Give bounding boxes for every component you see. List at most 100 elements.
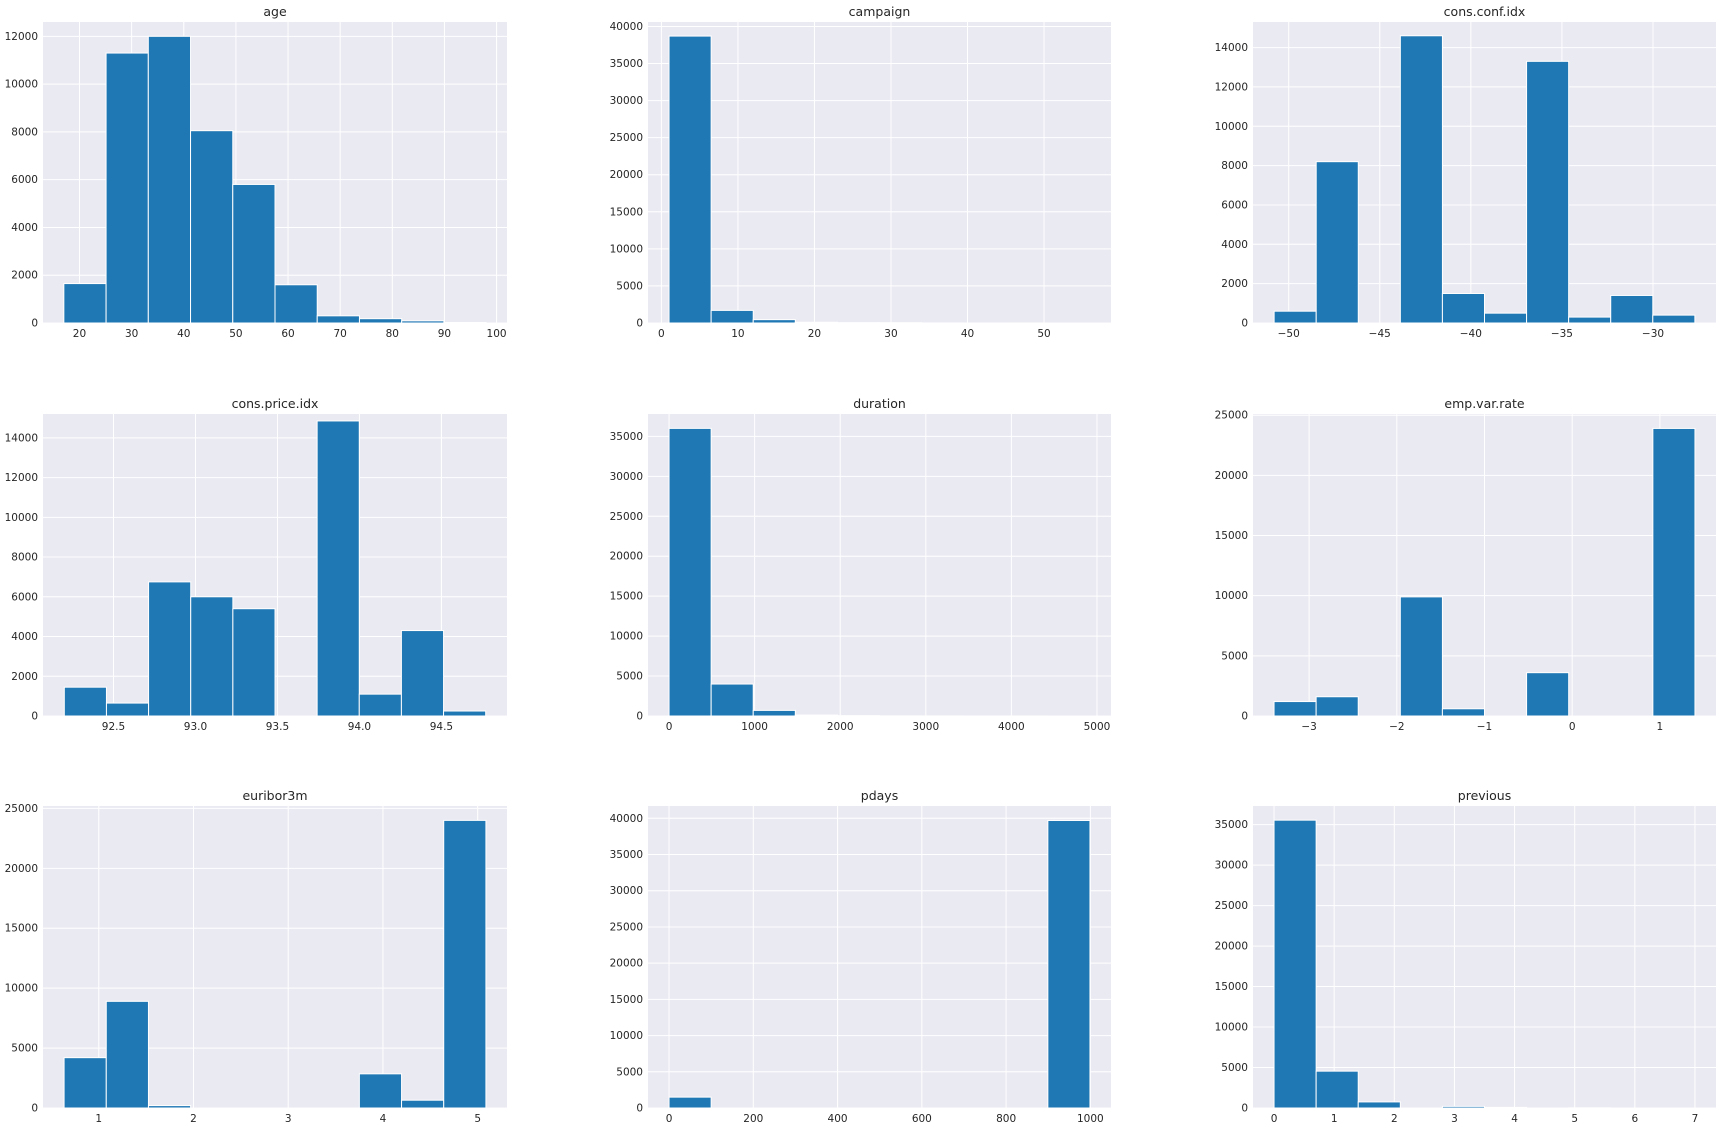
x-tick-label: 4 [380, 1113, 387, 1125]
x-tick-label: 50 [1037, 328, 1050, 340]
histogram-bar [274, 284, 318, 324]
histogram-bar [1273, 310, 1317, 324]
y-tick-label: 6000 [11, 591, 38, 603]
x-tick-label: 20 [73, 328, 86, 340]
x-tick-label: 94.0 [348, 721, 371, 733]
histogram-bar [1273, 701, 1317, 717]
y-tick-label: 0 [636, 711, 643, 723]
y-tick-label: 2000 [1221, 278, 1248, 290]
y-tick-label: 15000 [610, 206, 643, 218]
y-tick-label: 4000 [11, 631, 38, 643]
x-tick-label: 800 [996, 1113, 1016, 1125]
histogram-bar [1484, 1106, 1528, 1109]
y-tick-label: 30000 [610, 471, 643, 483]
histogram-bar [1047, 819, 1091, 1109]
x-tick-label: 0 [1271, 1113, 1278, 1125]
y-tick-label: 2000 [11, 671, 38, 683]
x-tick-label: 60 [281, 328, 294, 340]
y-tick-label: 40000 [610, 21, 643, 33]
histogram-panel: previous 0 1 2 3 4 5 6 7 0 5000 10000 15000 20000 2500… [1215, 788, 1716, 1125]
histogram-panel: cons.price.idx 92.5 93.0 93.5 94.0 94.5 0 2000 4… [5, 396, 507, 733]
y-tick-label: 20000 [610, 169, 643, 181]
histogram-bar [358, 693, 402, 717]
histogram-panel: emp.var.rate −3 −2 −1 0 1 0 5000 10000 15000 20000… [1215, 396, 1716, 733]
x-tick-label: 70 [333, 328, 346, 340]
x-tick-label: 600 [912, 1113, 932, 1125]
histogram-bar [232, 183, 276, 324]
histogram-bar [190, 130, 234, 324]
histogram-bar [147, 1105, 192, 1109]
histogram-bar [794, 321, 838, 324]
histogram-bar [752, 319, 796, 324]
x-tick-label: 5 [1571, 1113, 1578, 1125]
y-tick-label: 0 [31, 318, 38, 330]
y-tick-label: 40000 [610, 813, 643, 825]
axes-background [648, 806, 1111, 1108]
y-tick-label: 20000 [1215, 470, 1248, 482]
x-tick-label: 1000 [741, 721, 768, 733]
histogram-bar [1315, 161, 1359, 324]
histogram-bar [63, 283, 107, 324]
x-tick-label: 4000 [998, 721, 1025, 733]
panel-title: campaign [849, 4, 911, 19]
x-tick-label: 2 [1391, 1113, 1398, 1125]
y-tick-label: 35000 [610, 431, 643, 443]
panel-title: emp.var.rate [1444, 396, 1524, 411]
x-tick-label: 20 [808, 328, 821, 340]
histogram-bar [668, 1096, 712, 1109]
x-tick-label: −45 [1369, 328, 1391, 340]
histogram-bar [105, 52, 149, 324]
y-tick-label: 10000 [5, 79, 38, 91]
y-tick-label: 14000 [5, 432, 38, 444]
x-tick-label: 2 [190, 1113, 197, 1125]
x-tick-label: 5000 [1084, 721, 1111, 733]
histogram-bar [1441, 708, 1485, 717]
histogram-bar [316, 420, 360, 717]
y-tick-label: 30000 [610, 95, 643, 107]
y-tick-label: 20000 [1215, 941, 1248, 953]
x-tick-label: 0 [666, 721, 673, 733]
histogram-bar [1315, 1070, 1359, 1109]
y-tick-label: 14000 [1215, 42, 1248, 54]
histogram-panel: age 20 30 40 50 60 70 80 90 100 0 2000 4000 6000 8000 1… [5, 4, 507, 340]
histogram-bar [668, 35, 712, 324]
y-tick-label: 6000 [11, 174, 38, 186]
histogram-bar [443, 819, 487, 1109]
x-tick-label: 200 [743, 1113, 763, 1125]
y-tick-label: 35000 [610, 58, 643, 70]
y-tick-label: 0 [31, 1103, 38, 1115]
y-tick-label: 12000 [5, 472, 38, 484]
panel-title: age [263, 4, 287, 19]
histogram-bar [710, 683, 754, 717]
histogram-bar [401, 1099, 445, 1109]
y-tick-label: 15000 [5, 923, 38, 935]
y-tick-label: 10000 [610, 243, 643, 255]
y-tick-label: 0 [1241, 711, 1248, 723]
x-tick-label: 93.0 [184, 721, 207, 733]
x-tick-label: 0 [1569, 721, 1576, 733]
x-tick-label: 1 [1331, 1113, 1338, 1125]
histogram-bar [105, 1000, 149, 1109]
x-tick-label: 3 [1451, 1113, 1458, 1125]
x-tick-label: 94.5 [430, 721, 453, 733]
y-tick-label: 10000 [1215, 1022, 1248, 1034]
x-tick-label: −35 [1551, 328, 1573, 340]
y-tick-label: 15000 [1215, 981, 1248, 993]
histogram-bar [63, 1057, 107, 1109]
panel-title: pdays [861, 788, 898, 803]
x-tick-label: 50 [229, 328, 242, 340]
y-tick-label: 5000 [616, 280, 643, 292]
y-tick-label: 15000 [1215, 530, 1248, 542]
panel-title: cons.conf.idx [1444, 4, 1526, 19]
axes-background [648, 22, 1111, 323]
histogram-bar [400, 630, 445, 717]
x-tick-label: −1 [1477, 721, 1492, 733]
histogram-bar [752, 709, 796, 717]
x-tick-label: 2000 [827, 721, 854, 733]
y-tick-label: 25000 [5, 803, 38, 815]
x-tick-label: 5 [474, 1113, 481, 1125]
y-tick-label: 5000 [1221, 1062, 1248, 1074]
histogram-bar [190, 596, 234, 717]
x-tick-label: 80 [386, 328, 399, 340]
